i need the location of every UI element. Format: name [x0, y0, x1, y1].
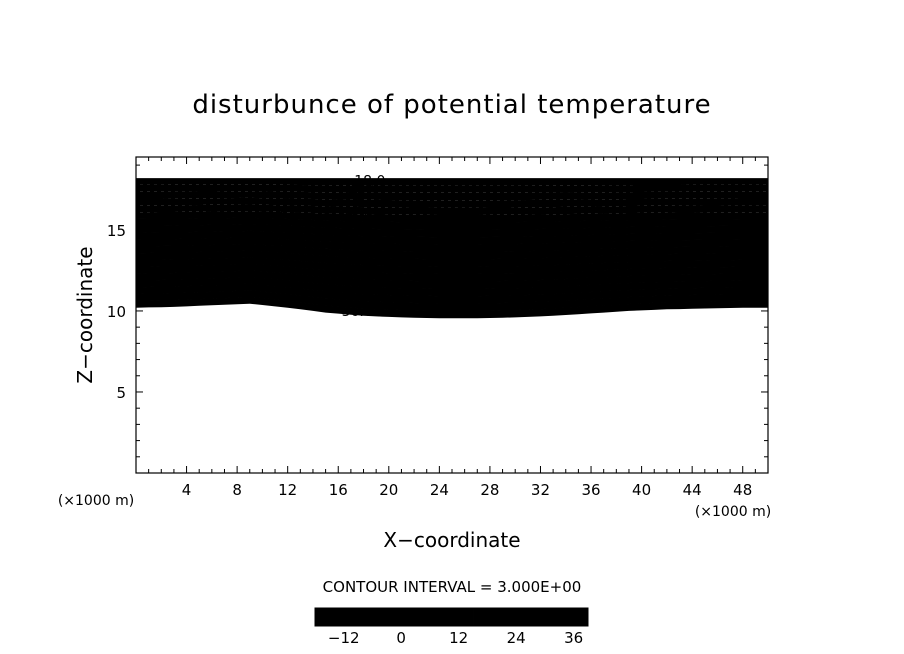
contour-line	[136, 230, 768, 238]
y-tick-label: 10	[107, 303, 126, 321]
colorbar-segment	[544, 607, 560, 627]
colorbar-segment	[386, 607, 402, 627]
contour-label: 18.0	[342, 252, 373, 268]
contour-line	[136, 283, 768, 297]
colorbar-segment	[372, 607, 388, 627]
contour-label: 24.0	[342, 268, 373, 284]
contour-line	[136, 184, 768, 186]
contour-band	[136, 184, 768, 193]
contour-band	[136, 178, 768, 186]
colorbar-segment	[429, 607, 445, 627]
contour-line	[136, 190, 768, 194]
x-tick-label: 16	[329, 481, 348, 499]
colorbar-tick-label: −12	[328, 629, 360, 647]
contour-line	[136, 217, 768, 223]
contour-band	[136, 191, 768, 201]
contour-line	[136, 256, 768, 267]
contour-band	[136, 211, 768, 223]
contour-line	[136, 250, 768, 260]
x-axis-label: X−coordinate	[383, 528, 520, 552]
contour-interval-text: CONTOUR INTERVAL = 3.000E+00	[323, 578, 582, 596]
colorbar-tick-label: 12	[449, 629, 468, 647]
contour-band	[136, 230, 768, 245]
contour-band	[136, 204, 768, 215]
contour-label: 30.0	[342, 286, 373, 302]
contour-label: 0.00	[342, 207, 373, 223]
x-tick-label: 40	[632, 481, 651, 499]
contour-label: 12.0	[348, 181, 379, 197]
x-tick-label: 44	[683, 481, 702, 499]
x-tick-label: 4	[182, 481, 192, 499]
colorbar-segment	[515, 607, 531, 627]
colorbar-segment	[573, 607, 589, 627]
colorbar-segment	[558, 607, 574, 627]
colorbar-segment	[444, 607, 459, 627]
contour-line	[136, 210, 768, 216]
contour-line	[136, 197, 768, 201]
contour-label: 18.0	[354, 173, 385, 189]
colorbar-frame	[314, 607, 589, 627]
contour-band	[136, 264, 768, 282]
contour-line	[136, 296, 768, 312]
contour-band	[136, 290, 768, 311]
y-axis-label: Z−coordinate	[73, 246, 97, 383]
colorbar-segment	[472, 607, 488, 627]
colorbar-segment	[400, 607, 416, 627]
x-tick-label: 12	[278, 481, 297, 499]
colorbar-tick-label: 36	[564, 629, 583, 647]
colorbar-segment	[357, 607, 373, 627]
contour-band	[136, 257, 768, 274]
contour-line	[136, 289, 768, 304]
colorbar-segment	[343, 607, 359, 627]
colorbar-segment	[530, 607, 546, 627]
x-unit-left: (×1000 m)	[58, 493, 134, 509]
colorbar-segment	[314, 607, 330, 627]
contour-lines	[136, 184, 768, 312]
contour-line	[136, 243, 768, 253]
x-tick-label: 24	[430, 481, 449, 499]
contour-band	[136, 270, 768, 289]
contour-label: 12.0	[342, 234, 373, 250]
colorbar-tick-label: 0	[396, 629, 406, 647]
colorbar: −12 0 12 24 36	[314, 607, 589, 647]
contour-band	[136, 197, 768, 208]
colorbar-segment	[487, 607, 503, 627]
y-tick-label: 15	[107, 222, 126, 240]
contour-line	[136, 204, 768, 208]
x-tick-label: 36	[581, 481, 600, 499]
colorbar-segment	[501, 607, 517, 627]
colorbar-tick-label: 24	[507, 629, 526, 647]
colorbar-segment	[458, 607, 474, 627]
contour-band	[136, 283, 768, 304]
y-tick-label: 5	[116, 384, 126, 402]
x-tick-label: 20	[379, 481, 398, 499]
contour-label: 6.00	[354, 194, 385, 210]
x-unit-right: (×1000 m)	[695, 504, 771, 520]
contour-label: 36.0	[342, 304, 373, 320]
contour-line	[136, 263, 768, 275]
contour-band	[136, 297, 768, 319]
contour-line	[136, 223, 768, 231]
contour-fill-bands	[136, 178, 768, 319]
colorbar-segment	[329, 607, 345, 627]
contour-line	[136, 276, 768, 290]
chart-title: disturbunce of potential temperature	[192, 90, 711, 120]
x-tick-label: 8	[232, 481, 242, 499]
contour-band	[136, 277, 768, 297]
x-tick-label: 48	[733, 481, 752, 499]
contour-label: 6.00	[342, 220, 373, 236]
contour-line	[136, 270, 768, 282]
x-tick-label: 28	[480, 481, 499, 499]
contour-line	[136, 237, 768, 245]
colorbar-segment	[415, 607, 431, 627]
x-tick-label: 32	[531, 481, 550, 499]
